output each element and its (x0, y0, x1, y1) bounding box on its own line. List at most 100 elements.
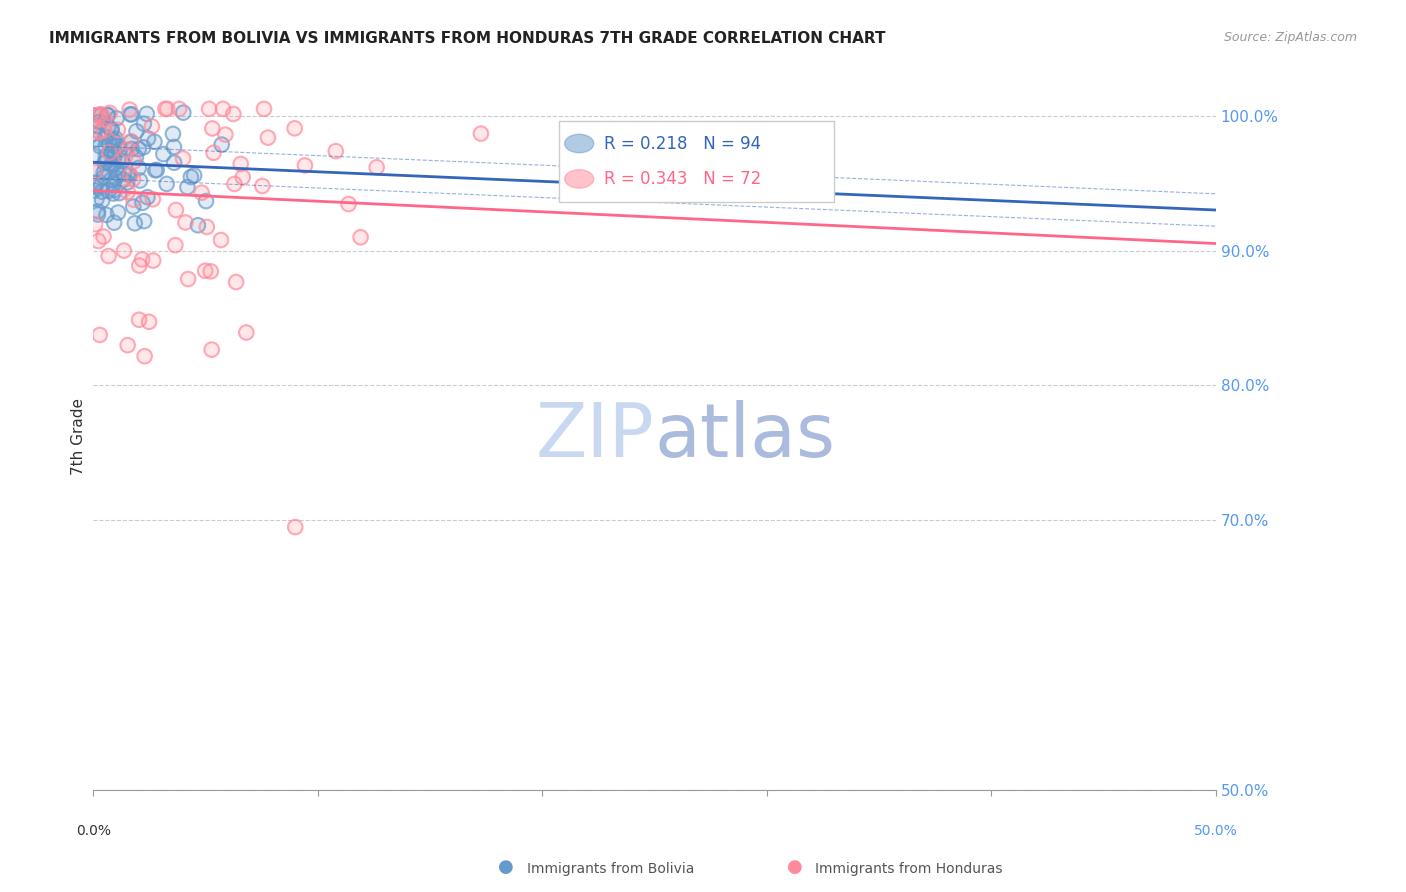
Point (101, 145, 124, 160)
Point (325, 144, 347, 158)
Point (90, 178, 112, 193)
Point (86, 192, 108, 206)
Point (107, 138, 129, 153)
Point (104, 131, 127, 145)
Text: atlas: atlas (654, 400, 835, 473)
Point (97, 108, 120, 122)
Point (198, 102, 221, 116)
Point (257, 130, 280, 145)
Point (235, 326, 257, 340)
Point (105, 112, 128, 126)
Point (117, 338, 139, 352)
Point (142, 253, 165, 268)
Point (177, 272, 200, 286)
Point (211, 137, 233, 152)
Point (131, 195, 153, 210)
Point (366, 161, 388, 175)
Point (141, 120, 163, 134)
Point (96, 208, 118, 222)
Point (91, 185, 114, 199)
Point (104, 170, 127, 185)
Point (93, 229, 115, 244)
Point (156, 177, 179, 191)
Point (93, 229, 115, 244)
Point (120, 107, 142, 121)
Point (120, 107, 142, 121)
Point (118, 103, 141, 117)
Point (103, 157, 125, 171)
Text: R = 0.218   N = 94: R = 0.218 N = 94 (605, 135, 761, 153)
Point (97, 165, 120, 179)
Point (122, 200, 145, 214)
Point (87, 234, 110, 248)
Point (124, 216, 146, 230)
Point (202, 145, 225, 160)
Point (87, 108, 110, 122)
Point (98, 106, 121, 120)
Point (132, 140, 155, 154)
Point (131, 252, 153, 267)
Point (212, 102, 235, 116)
Point (120, 135, 142, 149)
Point (195, 194, 218, 208)
Point (103, 150, 125, 164)
Point (121, 142, 143, 156)
Point (172, 105, 194, 120)
Point (118, 168, 141, 182)
Point (111, 154, 134, 169)
Point (136, 131, 159, 145)
Point (120, 135, 142, 149)
Circle shape (565, 169, 593, 188)
Point (104, 145, 127, 159)
Point (200, 264, 222, 278)
Point (165, 238, 187, 252)
Point (97, 249, 120, 263)
Text: IMMIGRANTS FROM BOLIVIA VS IMMIGRANTS FROM HONDURAS 7TH GRADE CORRELATION CHART: IMMIGRANTS FROM BOLIVIA VS IMMIGRANTS FR… (49, 31, 886, 46)
FancyBboxPatch shape (560, 120, 834, 202)
Point (84, 165, 107, 179)
Point (103, 177, 125, 191)
Point (93, 156, 115, 170)
Text: ●: ● (498, 858, 515, 876)
Point (83, 108, 105, 122)
Point (224, 177, 246, 191)
Point (89, 115, 111, 129)
Point (114, 149, 136, 163)
Point (128, 142, 150, 156)
Point (117, 185, 139, 199)
Point (176, 180, 198, 194)
Point (201, 343, 224, 357)
Point (129, 173, 152, 187)
Point (167, 102, 190, 116)
Point (222, 107, 245, 121)
Point (190, 186, 212, 200)
Text: ●: ● (786, 858, 803, 876)
Point (225, 275, 247, 289)
Point (89, 327, 111, 342)
Point (122, 200, 145, 214)
Point (183, 169, 205, 183)
Point (115, 176, 138, 190)
Point (470, 127, 492, 141)
Point (107, 205, 129, 219)
Text: 50.0%: 50.0% (1194, 824, 1237, 838)
Point (145, 163, 167, 178)
Point (84, 179, 107, 194)
Point (84, 165, 107, 179)
Point (143, 135, 166, 149)
Point (96, 108, 118, 122)
Point (100, 173, 122, 187)
Point (125, 150, 148, 164)
Point (162, 127, 184, 141)
Point (100, 122, 122, 136)
Point (103, 186, 125, 201)
Point (183, 169, 205, 183)
Point (112, 173, 135, 187)
Point (134, 349, 156, 363)
Point (201, 343, 224, 357)
Point (134, 214, 156, 228)
Point (90, 178, 112, 193)
Point (97, 165, 120, 179)
Point (83, 127, 105, 141)
Text: ZIP: ZIP (536, 400, 654, 473)
